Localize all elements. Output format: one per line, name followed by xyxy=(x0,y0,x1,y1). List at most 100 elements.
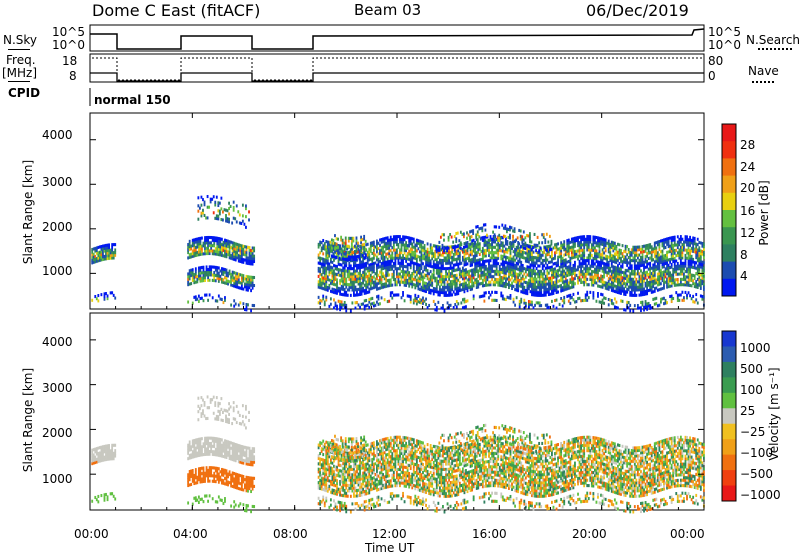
power-cell xyxy=(672,273,674,276)
power-cell xyxy=(665,246,667,249)
velocity-cell xyxy=(108,444,110,447)
velocity-heatmap xyxy=(91,395,705,513)
power-cell xyxy=(506,240,508,243)
power-cell xyxy=(491,248,493,251)
power-cell xyxy=(225,214,227,217)
power-cell xyxy=(589,238,591,241)
velocity-cell xyxy=(100,494,102,497)
power-cell xyxy=(640,306,642,309)
power-cell xyxy=(238,278,240,281)
power-cell xyxy=(680,240,682,243)
power-cell xyxy=(502,242,504,245)
power-cell xyxy=(459,257,461,260)
power-cell xyxy=(608,264,610,267)
power-cell xyxy=(643,308,645,311)
power-cell xyxy=(666,253,668,256)
power-cell xyxy=(477,230,479,233)
power-cell xyxy=(479,245,481,248)
power-cell xyxy=(520,298,522,301)
nsky-frame xyxy=(90,25,704,51)
power-cell xyxy=(681,238,683,241)
power-cell xyxy=(237,210,239,213)
power-cell xyxy=(516,265,518,268)
power-cell xyxy=(628,269,630,272)
power-cell xyxy=(365,248,367,251)
power-cell xyxy=(365,240,367,243)
power-cell xyxy=(695,261,697,264)
power-cell xyxy=(233,299,235,302)
power-cell xyxy=(433,271,435,274)
power-cell xyxy=(553,292,555,295)
power-cell xyxy=(694,237,696,240)
power-cell xyxy=(114,254,116,257)
power-cell xyxy=(228,202,230,205)
power-cell xyxy=(357,242,359,245)
power-cell xyxy=(485,254,487,257)
power-cell xyxy=(197,210,199,213)
power-cell xyxy=(436,309,438,312)
power-cell xyxy=(531,303,533,306)
power-cell xyxy=(697,238,699,241)
power-cell xyxy=(634,275,636,278)
power-cell xyxy=(543,270,545,273)
power-cell xyxy=(703,242,705,245)
power-cell xyxy=(431,281,433,284)
power-cell xyxy=(330,303,332,306)
power-cell xyxy=(519,305,521,308)
power-cell xyxy=(365,256,367,259)
power-cell xyxy=(422,296,424,299)
power-cell xyxy=(605,249,607,252)
velocity-cell xyxy=(111,492,113,495)
power-cell xyxy=(574,263,576,266)
power-cell xyxy=(465,305,467,308)
power-cell xyxy=(373,267,375,270)
power-cell xyxy=(247,303,249,306)
power-cell xyxy=(551,248,553,251)
power-cell xyxy=(496,259,498,262)
velocity-cell xyxy=(114,444,116,447)
power-cell xyxy=(569,259,571,262)
power-cell xyxy=(424,244,426,247)
power-cell xyxy=(495,225,497,228)
power-cell xyxy=(335,302,337,305)
power-cell xyxy=(492,231,494,234)
power-cell xyxy=(498,234,500,237)
power-cell xyxy=(589,291,591,294)
power-cell xyxy=(681,254,683,257)
power-cell xyxy=(339,244,341,247)
power-cell xyxy=(513,298,515,301)
power-cell xyxy=(351,245,353,248)
power-cell xyxy=(672,297,674,300)
power-cell xyxy=(451,293,453,296)
power-cell xyxy=(407,268,409,271)
power-cell xyxy=(520,261,522,264)
power-cell xyxy=(398,246,400,249)
power-cell xyxy=(689,271,691,274)
velocity-cell xyxy=(113,457,115,460)
power-cell xyxy=(563,301,565,304)
power-cell xyxy=(574,277,576,280)
power-cell xyxy=(410,266,412,269)
power-cell xyxy=(107,297,109,300)
power-cell xyxy=(318,296,320,299)
power-cell xyxy=(483,294,485,297)
power-cell xyxy=(204,279,206,282)
power-cell xyxy=(501,224,503,227)
power-cell xyxy=(698,246,700,249)
power-cell xyxy=(574,282,576,285)
power-cell xyxy=(336,307,338,310)
power-cell xyxy=(427,269,429,272)
power-cell xyxy=(228,212,230,215)
power-cell xyxy=(496,291,498,294)
power-cell xyxy=(355,307,357,310)
power-cell xyxy=(505,274,507,277)
power-cell xyxy=(229,270,231,273)
power-cell xyxy=(250,309,252,312)
power-cell xyxy=(460,247,462,250)
power-cell xyxy=(634,291,636,294)
power-cell xyxy=(671,284,673,287)
power-cell xyxy=(602,293,604,296)
power-cell xyxy=(233,201,235,204)
power-cell xyxy=(381,278,383,281)
power-cell xyxy=(348,270,350,273)
